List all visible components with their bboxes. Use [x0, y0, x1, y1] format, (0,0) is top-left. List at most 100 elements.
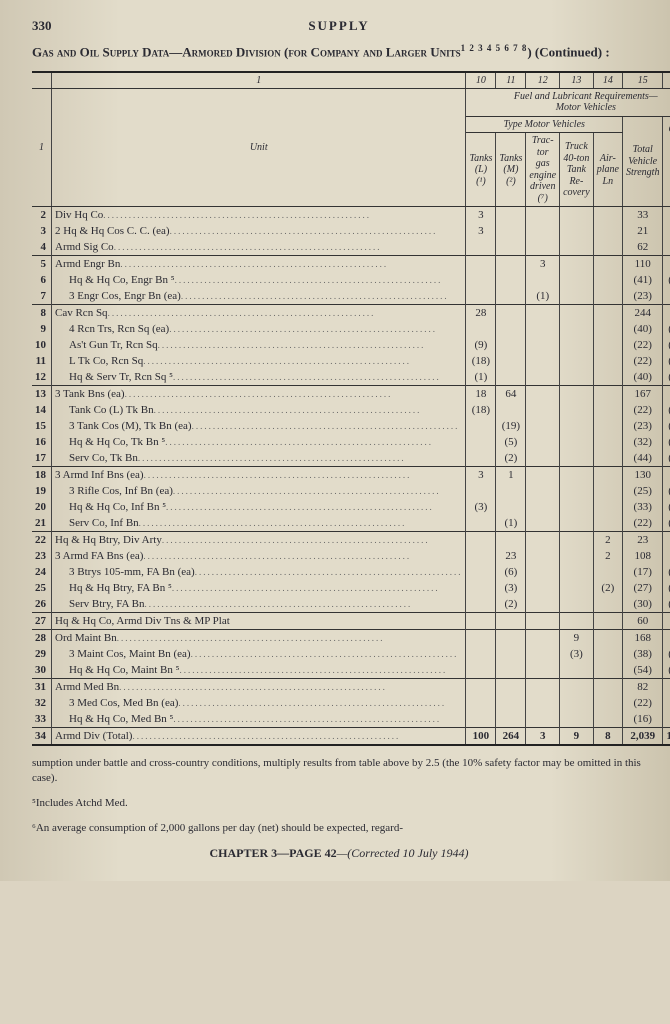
row-index: 28	[32, 630, 52, 647]
airplane	[593, 613, 622, 630]
veh-tanks: 2,310	[663, 239, 670, 256]
truck	[560, 402, 594, 418]
airplane	[593, 564, 622, 580]
airplane	[593, 483, 622, 499]
tanks-l	[466, 483, 496, 499]
row-index: 11	[32, 353, 52, 369]
tractor	[526, 646, 560, 662]
total-veh: 110	[622, 256, 663, 273]
tanks-l	[466, 679, 496, 696]
tanks-l	[466, 695, 496, 711]
unit-name: Hq & Hq Co, Armd Div Tns & MP Plat	[52, 613, 466, 630]
veh-tanks: (1,325)	[663, 483, 670, 499]
tanks-l	[466, 272, 496, 288]
total-veh: 130	[622, 467, 663, 484]
row-index: 22	[32, 532, 52, 549]
tractor	[526, 418, 560, 434]
total-veh: (40)	[622, 321, 663, 337]
veh-tanks: (2,075)	[663, 450, 670, 467]
truck	[560, 450, 594, 467]
row-index: 32	[32, 695, 52, 711]
unit-name: 3 Tank Cos (M), Tk Bn (ea)	[52, 418, 466, 434]
airplane	[593, 630, 622, 647]
tractor	[526, 483, 560, 499]
truck	[560, 548, 594, 564]
table-row: 4Armd Sig Co622,310	[32, 239, 670, 256]
total-veh: 62	[622, 239, 663, 256]
total-veh: (22)	[622, 337, 663, 353]
row1-label: 1	[32, 88, 52, 207]
total-veh: 60	[622, 613, 663, 630]
unit-name: Hq & Hq Btry, FA Bn ⁵	[52, 580, 466, 596]
airplane	[593, 450, 622, 467]
unit-name: Hq & Hq Co, Inf Bn ⁵	[52, 499, 466, 515]
truck-head: Truck40-tonTankRe-covery	[560, 133, 594, 207]
table-row: 22Hq & Hq Btry, Div Arty223629	[32, 532, 670, 549]
tanks-l: 28	[466, 305, 496, 322]
row-index: 6	[32, 272, 52, 288]
vehicle-head: Vehicletanks	[663, 166, 670, 207]
truck	[560, 207, 594, 224]
tanks-m	[496, 613, 526, 630]
tractor: 3	[526, 728, 560, 746]
tractor	[526, 532, 560, 549]
tanks-m	[496, 321, 526, 337]
truck	[560, 515, 594, 532]
tanks-l	[466, 256, 496, 273]
unit-name: Armd Med Bn	[52, 679, 466, 696]
tanks-m	[496, 695, 526, 711]
tractor	[526, 434, 560, 450]
row-index: 12	[32, 369, 52, 386]
table-row: 30Hq & Hq Co, Maint Bn ⁵(54)(2,015)	[32, 662, 670, 679]
tanks-m: 23	[496, 548, 526, 564]
tractor	[526, 402, 560, 418]
unit-name: Hq & Hq Co, Maint Bn ⁵	[52, 662, 466, 679]
row-index: 27	[32, 613, 52, 630]
tractor: (1)	[526, 288, 560, 305]
tanks-l: (18)	[466, 402, 496, 418]
row-index: 5	[32, 256, 52, 273]
truck	[560, 239, 594, 256]
tanks-m	[496, 223, 526, 239]
row-index: 18	[32, 467, 52, 484]
unit-name: 3 Rifle Cos, Inf Bn (ea)	[52, 483, 466, 499]
document-page: 330 SUPPLY 000 Gas and Oil Supply Data—A…	[0, 0, 670, 881]
row-index: 23	[32, 548, 52, 564]
unit-name: Serv Co, Inf Bn	[52, 515, 466, 532]
tanks-l	[466, 434, 496, 450]
total-veh: 167	[622, 386, 663, 403]
row-index: 24	[32, 564, 52, 580]
row-index: 14	[32, 402, 52, 418]
row-index: 34	[32, 728, 52, 746]
tractor	[526, 369, 560, 386]
veh-tanks: (3,455)	[663, 418, 670, 434]
tanks-m	[496, 369, 526, 386]
unit-name: 3 Btrys 105-mm, FA Bn (ea)	[52, 564, 466, 580]
row-index: 29	[32, 646, 52, 662]
tanks-l	[466, 711, 496, 728]
airplane: 8	[593, 728, 622, 746]
tanks-l	[466, 580, 496, 596]
tanks-l	[466, 239, 496, 256]
veh-tanks: 7,496	[663, 548, 670, 564]
veh-tanks: 902	[663, 223, 670, 239]
unit-name: Hq & Serv Tr, Rcn Sq ⁵	[52, 369, 466, 386]
veh-tanks: 15,977	[663, 386, 670, 403]
truck	[560, 418, 594, 434]
row-index: 2	[32, 207, 52, 224]
total-veh: (22)	[622, 353, 663, 369]
tractor	[526, 239, 560, 256]
tractor: 3	[526, 256, 560, 273]
tanks-l	[466, 548, 496, 564]
row-index: 15	[32, 418, 52, 434]
total-veh: 33	[622, 207, 663, 224]
tanks-l: 3	[466, 467, 496, 484]
total-veh: (23)	[622, 288, 663, 305]
tractor	[526, 662, 560, 679]
total-veh: (27)	[622, 580, 663, 596]
table-row: 11L Tk Co, Rcn Sq(18)(22)(1,732)	[32, 353, 670, 369]
tractor	[526, 353, 560, 369]
table-row: 73 Engr Cos, Engr Bn (ea)(1)(23)(865)	[32, 288, 670, 305]
airplane	[593, 499, 622, 515]
row-index: 26	[32, 596, 52, 613]
